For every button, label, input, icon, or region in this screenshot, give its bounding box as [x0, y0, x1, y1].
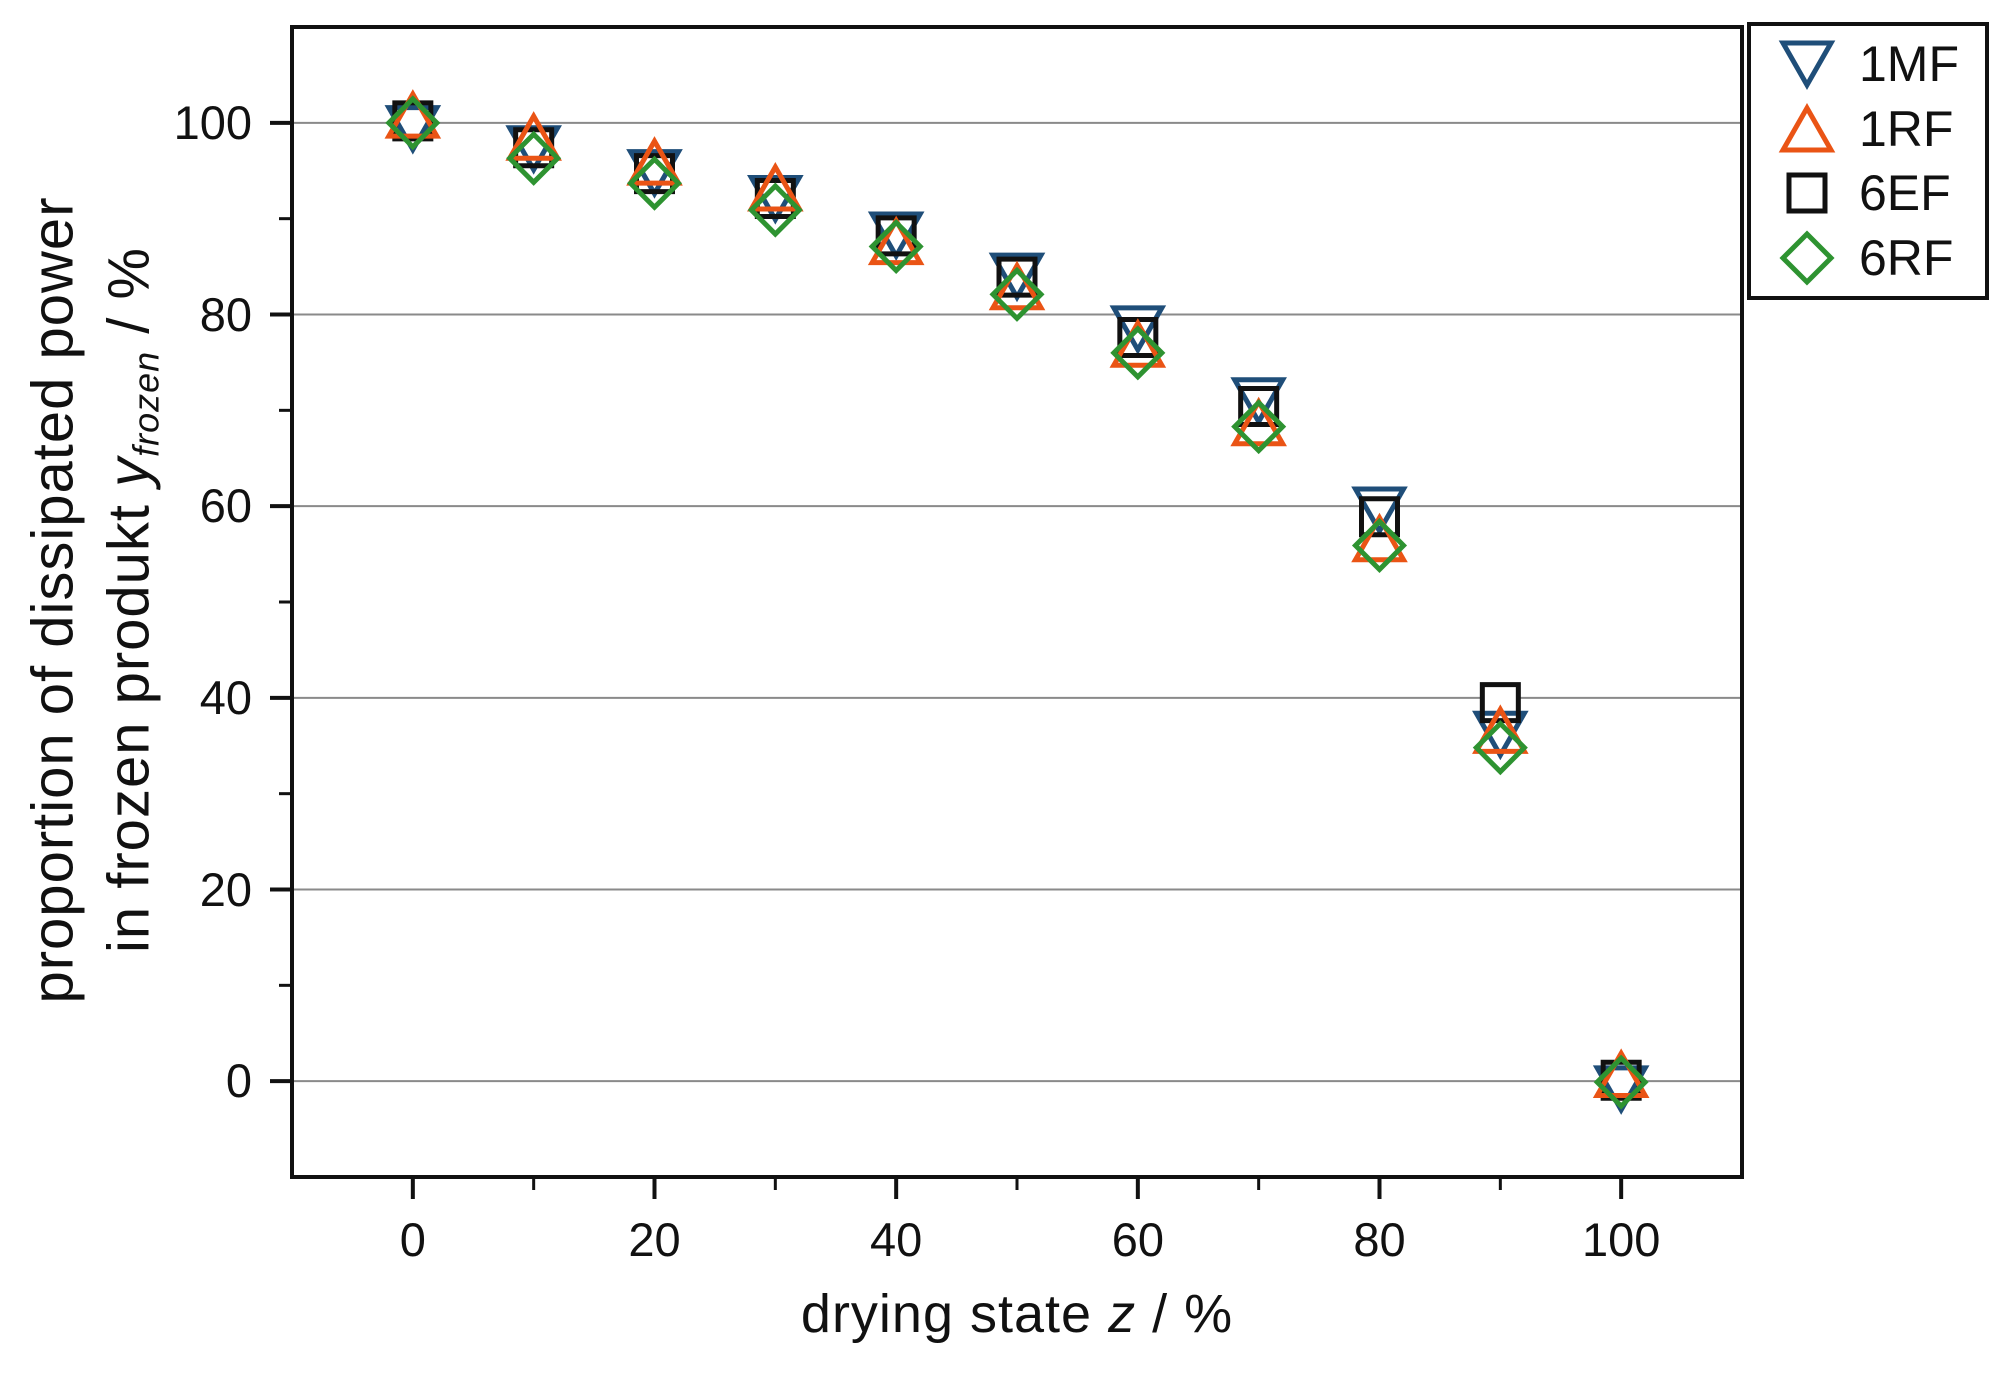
- x-tick-label-40: 40: [870, 1213, 923, 1266]
- x-tick-label-20: 20: [628, 1213, 681, 1266]
- y-axis-title: proportion of dissipated power in frozen…: [15, 196, 184, 1003]
- marker-1RF-x70: [1230, 396, 1287, 447]
- marker-6RF-x30: [747, 182, 803, 238]
- legend: 1MF 1RF 6EF 6RF: [1747, 22, 1989, 300]
- legend-item-6RF: 6RF: [1761, 228, 1985, 288]
- legend-label: 1RF: [1859, 100, 1954, 157]
- legend-marker-diamond-icon: [1761, 228, 1853, 288]
- legend-item-1RF: 1RF: [1761, 99, 1985, 159]
- marker-6RF-x80: [1351, 517, 1408, 573]
- marker-1MF-x50: [988, 252, 1046, 303]
- marker-1RF-x100: [1592, 1048, 1650, 1098]
- y-axis-title-line2: in frozen produkt yfrozen / %: [91, 196, 184, 1003]
- y-tick-label-40: 40: [199, 670, 252, 724]
- marker-1MF-x70: [1230, 377, 1287, 427]
- y-axis-title-unit: / %: [96, 247, 162, 351]
- legend-label: 1MF: [1859, 36, 1959, 93]
- legend-label: 6RF: [1859, 229, 1954, 286]
- marker-1RF-x80: [1351, 512, 1408, 563]
- legend-marker-triangle-up-icon: [1761, 99, 1853, 159]
- marker-1RF-x10: [505, 111, 562, 161]
- x-axis-title-text: drying state: [800, 1284, 1109, 1344]
- marker-6RF-x20: [626, 155, 683, 211]
- legend-label: 6EF: [1859, 165, 1951, 222]
- marker-6RF-x90: [1472, 720, 1528, 776]
- legend-item-1MF: 1MF: [1761, 34, 1985, 94]
- x-tick-label-100: 100: [1581, 1213, 1661, 1266]
- marker-1RF-x0: [384, 89, 442, 139]
- x-axis-title-unit: / %: [1136, 1284, 1234, 1344]
- legend-item-6EF: 6EF: [1761, 163, 1985, 223]
- marker-1RF-x40: [867, 215, 925, 266]
- y-tick-label-20: 20: [199, 862, 252, 916]
- legend-marker-triangle-down-icon: [1761, 34, 1853, 94]
- marker-1MF-x100: [1592, 1065, 1650, 1115]
- x-tick-label-80: 80: [1353, 1213, 1406, 1266]
- marker-6EF-x90: [1479, 682, 1521, 724]
- y-axis-title-subscript: frozen: [125, 350, 167, 457]
- marker-1RF-x20: [626, 136, 683, 186]
- y-axis-title-variable: y: [96, 456, 162, 487]
- marker-1MF-x0: [384, 105, 442, 155]
- marker-1RF-x50: [988, 260, 1046, 311]
- x-tick-label-60: 60: [1111, 1213, 1164, 1266]
- legend-marker-square-icon: [1761, 163, 1853, 223]
- marker-6RF-x0: [385, 95, 441, 151]
- y-axis-title-line1: proportion of dissipated power: [20, 196, 86, 1004]
- y-tick-label-60: 60: [199, 479, 252, 533]
- marker-1MF-x60: [1109, 305, 1167, 355]
- marker-1RF-x30: [747, 161, 804, 212]
- x-axis-title: drying state z / %: [801, 1283, 1233, 1345]
- marker-6RF-x40: [868, 218, 924, 274]
- plot-frame: [290, 25, 1744, 1179]
- marker-6RF-x10: [506, 130, 562, 186]
- y-tick-label-100: 100: [173, 95, 252, 149]
- marker-6EF-x70: [1238, 386, 1280, 427]
- marker-6RF-x100: [1593, 1054, 1649, 1110]
- marker-6RF-x70: [1231, 399, 1287, 455]
- marker-6RF-x60: [1110, 325, 1166, 381]
- x-axis-title-variable: z: [1108, 1284, 1137, 1344]
- y-axis-title-line2-text: in frozen produkt: [96, 486, 162, 953]
- marker-1MF-x80: [1351, 486, 1408, 537]
- marker-6EF-x80: [1359, 496, 1400, 538]
- marker-1RF-x90: [1472, 704, 1529, 754]
- y-tick-label-80: 80: [199, 287, 252, 341]
- y-tick-label-0: 0: [225, 1054, 252, 1108]
- x-tick-label-0: 0: [399, 1213, 426, 1266]
- marker-6RF-x50: [989, 266, 1045, 322]
